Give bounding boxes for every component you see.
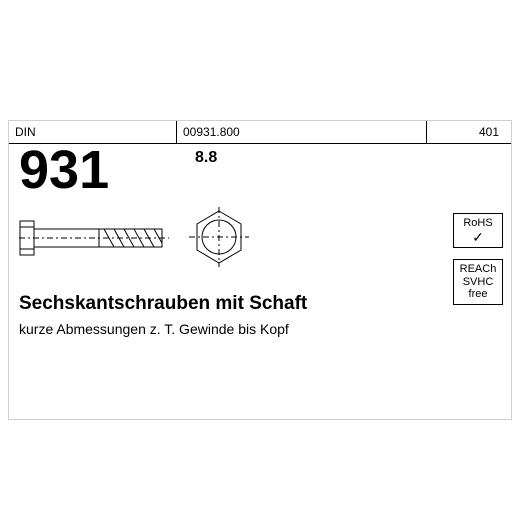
rohs-label: RoHS	[456, 217, 500, 230]
product-subtitle: kurze Abmessungen z. T. Gewinde bis Kopf	[19, 321, 289, 337]
reach-line3: free	[456, 288, 500, 301]
bolt-hex-head-icon	[189, 207, 249, 267]
product-title: Sechskantschrauben mit Schaft	[19, 293, 307, 315]
rohs-badge: RoHS ✓	[453, 213, 503, 248]
bolt-side-view-icon	[19, 213, 169, 263]
header-right-code: 401	[427, 121, 511, 143]
product-card: DIN 00931.800 401 931 8.8	[8, 120, 512, 420]
reach-badge: REACh SVHC free	[453, 259, 503, 305]
reach-line2: SVHC	[456, 276, 500, 289]
check-icon: ✓	[456, 230, 500, 244]
din-number: 931	[19, 143, 109, 197]
strength-grade: 8.8	[195, 149, 217, 167]
reach-line1: REACh	[456, 263, 500, 276]
header-code: 00931.800	[177, 121, 427, 143]
